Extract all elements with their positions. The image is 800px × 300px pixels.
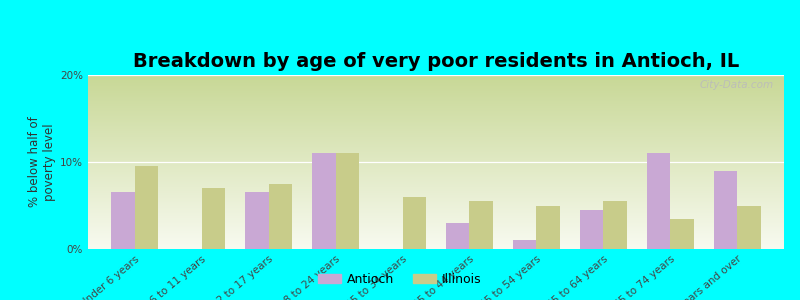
Bar	[670, 218, 694, 249]
Bar	[603, 201, 626, 249]
Bar	[111, 193, 135, 249]
Bar	[737, 206, 761, 249]
Bar	[714, 171, 737, 249]
Bar	[580, 210, 603, 249]
Bar	[336, 153, 359, 249]
Bar	[202, 188, 225, 249]
Bar	[470, 201, 493, 249]
Legend: Antioch, Illinois: Antioch, Illinois	[314, 268, 486, 291]
Y-axis label: % below half of
poverty level: % below half of poverty level	[28, 117, 56, 207]
Bar	[446, 223, 470, 249]
Bar	[536, 206, 560, 249]
Bar	[402, 197, 426, 249]
Bar	[269, 184, 292, 249]
Bar	[135, 166, 158, 249]
Bar	[647, 153, 670, 249]
Bar	[513, 240, 536, 249]
Title: Breakdown by age of very poor residents in Antioch, IL: Breakdown by age of very poor residents …	[133, 52, 739, 71]
Bar	[312, 153, 336, 249]
Bar	[246, 193, 269, 249]
Text: City-Data.com: City-Data.com	[699, 80, 774, 90]
